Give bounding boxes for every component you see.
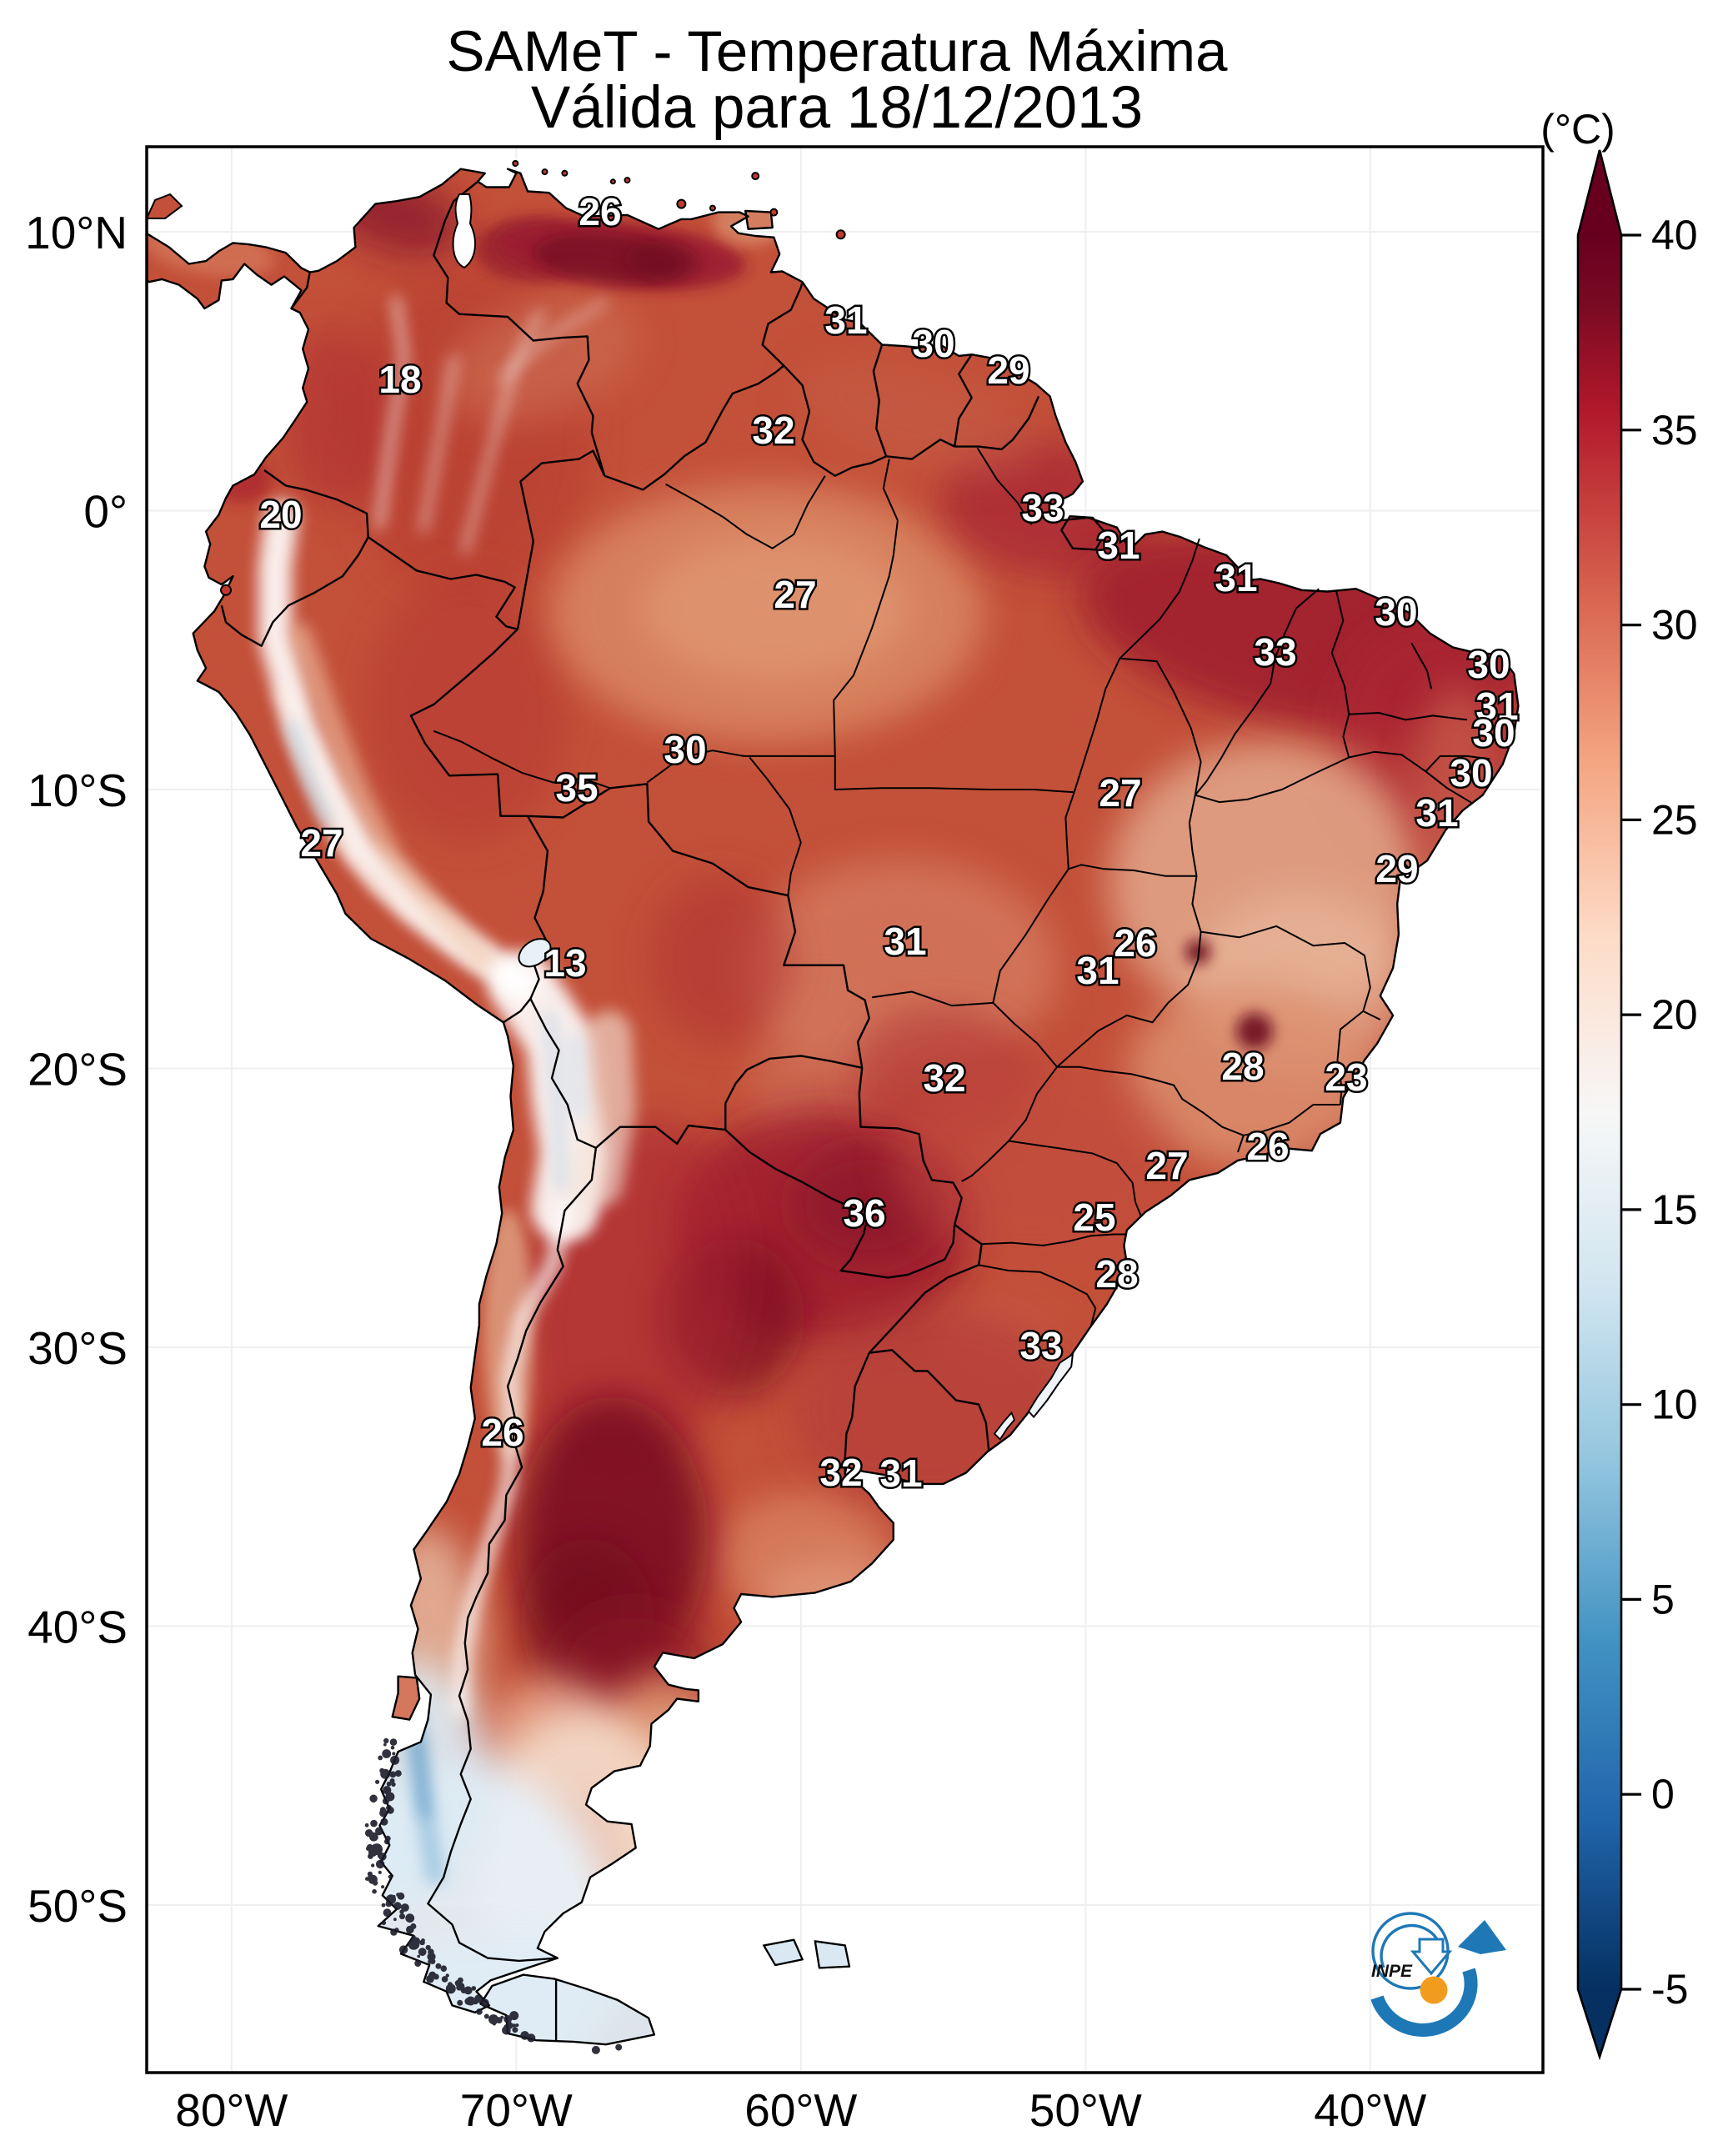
svg-text:40: 40: [1651, 212, 1698, 258]
svg-text:(°C): (°C): [1540, 106, 1615, 153]
svg-text:80°W: 80°W: [175, 2084, 288, 2136]
svg-text:30: 30: [1450, 751, 1492, 795]
svg-text:28: 28: [1095, 1252, 1138, 1296]
svg-text:31: 31: [1475, 684, 1518, 728]
svg-text:30°S: 30°S: [28, 1322, 128, 1374]
svg-text:35: 35: [1651, 407, 1698, 454]
svg-text:Válida para 18/12/2013: Válida para 18/12/2013: [531, 75, 1143, 141]
svg-text:33: 33: [1019, 1324, 1062, 1367]
svg-text:31: 31: [1215, 556, 1257, 599]
svg-text:29: 29: [1375, 847, 1418, 890]
svg-text:30: 30: [1467, 643, 1510, 686]
svg-text:20°S: 20°S: [28, 1044, 128, 1096]
svg-text:28: 28: [1221, 1045, 1264, 1088]
svg-text:13: 13: [543, 941, 586, 985]
svg-text:-5: -5: [1651, 1966, 1688, 2013]
svg-text:32: 32: [923, 1056, 965, 1100]
svg-text:31: 31: [1415, 791, 1458, 835]
svg-text:30: 30: [1375, 590, 1417, 634]
svg-text:26: 26: [1246, 1125, 1289, 1168]
svg-text:26: 26: [481, 1411, 523, 1454]
svg-text:25: 25: [1651, 796, 1698, 843]
svg-text:50°S: 50°S: [28, 1880, 128, 1932]
svg-text:29: 29: [987, 348, 1029, 392]
svg-text:SAMeT - Temperatura Máxima: SAMeT - Temperatura Máxima: [447, 19, 1229, 83]
svg-text:50°W: 50°W: [1029, 2084, 1142, 2136]
svg-text:31: 31: [879, 1452, 922, 1495]
svg-text:27: 27: [300, 821, 343, 865]
svg-text:27: 27: [774, 573, 816, 616]
svg-text:23: 23: [1325, 1055, 1367, 1099]
svg-text:10: 10: [1651, 1381, 1698, 1428]
svg-text:33: 33: [1254, 630, 1296, 674]
svg-text:27: 27: [1145, 1144, 1188, 1187]
svg-text:25: 25: [1073, 1196, 1115, 1239]
svg-text:30: 30: [912, 322, 954, 365]
svg-text:35: 35: [555, 766, 598, 810]
svg-text:15: 15: [1651, 1186, 1698, 1233]
svg-text:70°W: 70°W: [460, 2084, 573, 2136]
svg-text:40°W: 40°W: [1314, 2084, 1426, 2136]
svg-text:0°: 0°: [83, 486, 128, 538]
svg-text:31: 31: [824, 298, 867, 342]
svg-text:40°S: 40°S: [28, 1602, 128, 1653]
svg-text:10°S: 10°S: [28, 765, 128, 816]
svg-text:33: 33: [1021, 486, 1064, 529]
svg-text:60°W: 60°W: [744, 2084, 857, 2136]
svg-text:5: 5: [1651, 1576, 1675, 1622]
svg-text:31: 31: [1097, 524, 1139, 567]
svg-text:31: 31: [1076, 949, 1119, 992]
svg-text:30: 30: [1472, 711, 1515, 755]
svg-text:0: 0: [1651, 1771, 1675, 1818]
svg-text:30: 30: [664, 728, 706, 771]
svg-text:20: 20: [1651, 991, 1698, 1038]
svg-text:36: 36: [843, 1191, 885, 1235]
svg-text:31: 31: [884, 920, 926, 963]
svg-text:26: 26: [579, 190, 621, 233]
svg-text:26: 26: [1114, 921, 1156, 965]
svg-text:20: 20: [259, 493, 302, 536]
svg-text:27: 27: [1099, 771, 1141, 815]
svg-text:10°N: 10°N: [25, 207, 128, 258]
svg-text:32: 32: [752, 409, 794, 452]
svg-text:INPE: INPE: [1371, 1962, 1413, 1981]
svg-text:32: 32: [819, 1451, 862, 1494]
svg-text:30: 30: [1651, 602, 1698, 649]
svg-text:18: 18: [378, 358, 421, 401]
